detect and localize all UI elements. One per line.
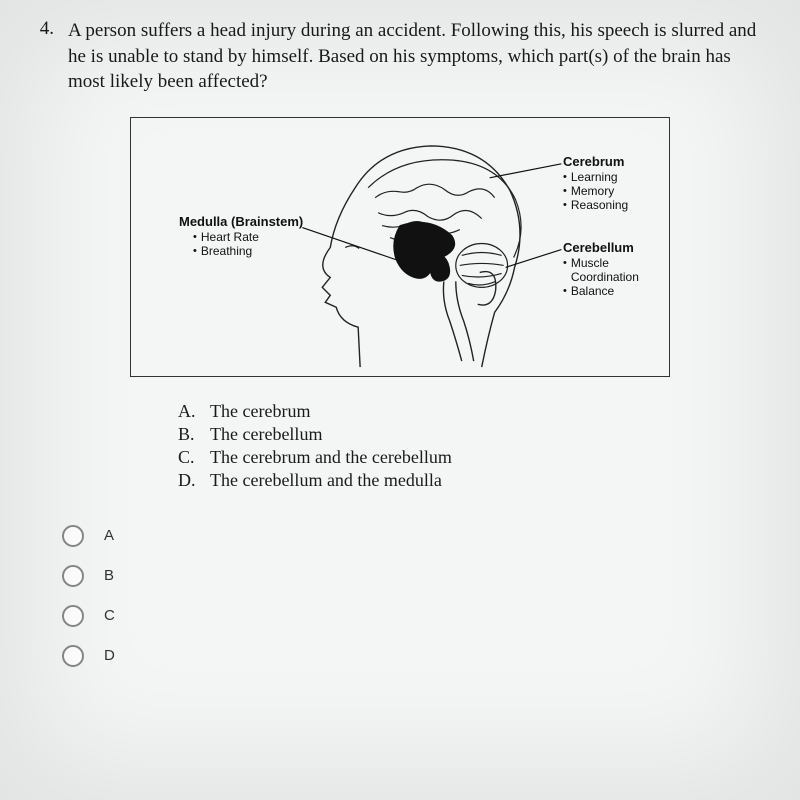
- choice-c: C. The cerebrum and the cerebellum: [178, 447, 772, 468]
- choice-a: A. The cerebrum: [178, 401, 772, 422]
- medulla-b2: Breathing: [201, 244, 252, 258]
- question-number: 4.: [28, 18, 54, 95]
- radio-circle-icon[interactable]: [62, 565, 84, 587]
- worksheet-page: 4. A person suffers a head injury during…: [0, 0, 800, 800]
- choice-d-letter: D.: [178, 470, 200, 491]
- radio-circle-icon[interactable]: [62, 605, 84, 627]
- choice-a-text: The cerebrum: [210, 401, 310, 422]
- cerebellum-b1: Muscle Coordination: [571, 256, 669, 285]
- choice-a-letter: A.: [178, 401, 200, 422]
- cerebrum-title: Cerebrum: [563, 154, 628, 170]
- radio-group: A B C D: [62, 525, 772, 667]
- radio-option-d[interactable]: D: [62, 645, 772, 667]
- choice-b-letter: B.: [178, 424, 200, 445]
- radio-label-a: A: [104, 527, 114, 544]
- medulla-title: Medulla (Brainstem): [179, 214, 303, 230]
- radio-label-b: B: [104, 567, 114, 584]
- question-block: 4. A person suffers a head injury during…: [28, 18, 772, 95]
- cerebrum-b1: Learning: [571, 170, 618, 184]
- cerebrum-b2: Memory: [571, 184, 614, 198]
- brain-diagram: Medulla (Brainstem) •Heart Rate •Breathi…: [130, 117, 670, 377]
- choice-b-text: The cerebellum: [210, 424, 322, 445]
- medulla-b1: Heart Rate: [201, 230, 259, 244]
- label-cerebellum: Cerebellum •Muscle Coordination Balance …: [563, 240, 669, 299]
- cerebellum-b2: Balance: [571, 284, 614, 298]
- choice-c-text: The cerebrum and the cerebellum: [210, 447, 452, 468]
- choice-d: D. The cerebellum and the medulla: [178, 470, 772, 491]
- cerebrum-b3: Reasoning: [571, 198, 628, 212]
- radio-circle-icon[interactable]: [62, 525, 84, 547]
- radio-label-d: D: [104, 647, 115, 664]
- radio-option-c[interactable]: C: [62, 605, 772, 627]
- radio-circle-icon[interactable]: [62, 645, 84, 667]
- choice-d-text: The cerebellum and the medulla: [210, 470, 442, 491]
- cerebellum-title: Cerebellum: [563, 240, 669, 256]
- question-text: A person suffers a head injury during an…: [68, 18, 772, 95]
- radio-option-b[interactable]: B: [62, 565, 772, 587]
- label-cerebrum: Cerebrum •Learning •Memory •Reasoning: [563, 154, 628, 213]
- choice-c-letter: C.: [178, 447, 200, 468]
- answer-choices: A. The cerebrum B. The cerebellum C. The…: [178, 401, 772, 491]
- radio-label-c: C: [104, 607, 115, 624]
- label-medulla: Medulla (Brainstem) •Heart Rate •Breathi…: [179, 214, 303, 258]
- choice-b: B. The cerebellum: [178, 424, 772, 445]
- radio-option-a[interactable]: A: [62, 525, 772, 547]
